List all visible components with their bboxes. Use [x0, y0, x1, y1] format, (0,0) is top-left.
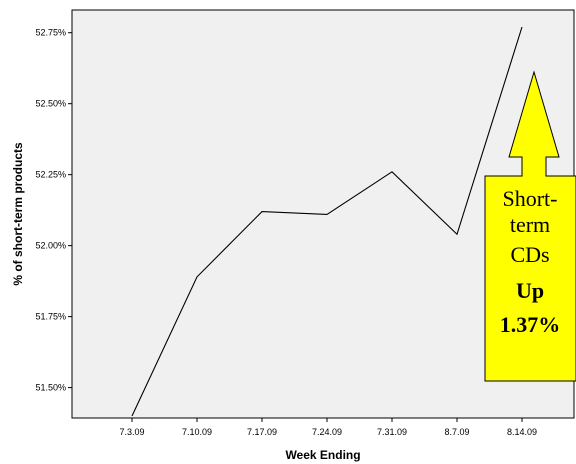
x-tick-label: 8.14.09	[507, 427, 537, 437]
x-tick-label: 7.17.09	[247, 427, 277, 437]
x-tick-label: 7.3.09	[119, 427, 144, 437]
y-tick-label: 52.75%	[35, 28, 66, 38]
y-tick-label: 51.75%	[35, 312, 66, 322]
y-tick-label: 51.50%	[35, 383, 66, 393]
callout-line-4: Up	[516, 278, 544, 303]
callout-line-2: term	[510, 212, 550, 237]
y-axis: 51.50% 51.75% 52.00% 52.25% 52.50% 52.75%	[35, 28, 72, 393]
callout-line-1: Short-	[503, 186, 558, 211]
x-axis: 7.3.09 7.10.09 7.17.09 7.24.09 7.31.09 8.7.09…	[119, 418, 537, 437]
y-axis-title: % of short-term products	[11, 142, 25, 286]
x-tick-label: 8.7.09	[444, 427, 469, 437]
series-line	[131, 26, 523, 417]
x-tick-label: 7.31.09	[377, 427, 407, 437]
y-tick-label: 52.00%	[35, 241, 66, 251]
x-axis-title: Week Ending	[285, 448, 360, 462]
x-tick-label: 7.24.09	[312, 427, 342, 437]
callout: Short- term CDs Up 1.37%	[484, 70, 576, 382]
callout-line-5: 1.37%	[500, 312, 561, 337]
callout-arrow	[484, 70, 576, 382]
x-tick-label: 7.10.09	[182, 427, 212, 437]
y-tick-label: 52.50%	[35, 99, 66, 109]
y-tick-label: 52.25%	[35, 170, 66, 180]
callout-line-3: CDs	[510, 242, 549, 267]
